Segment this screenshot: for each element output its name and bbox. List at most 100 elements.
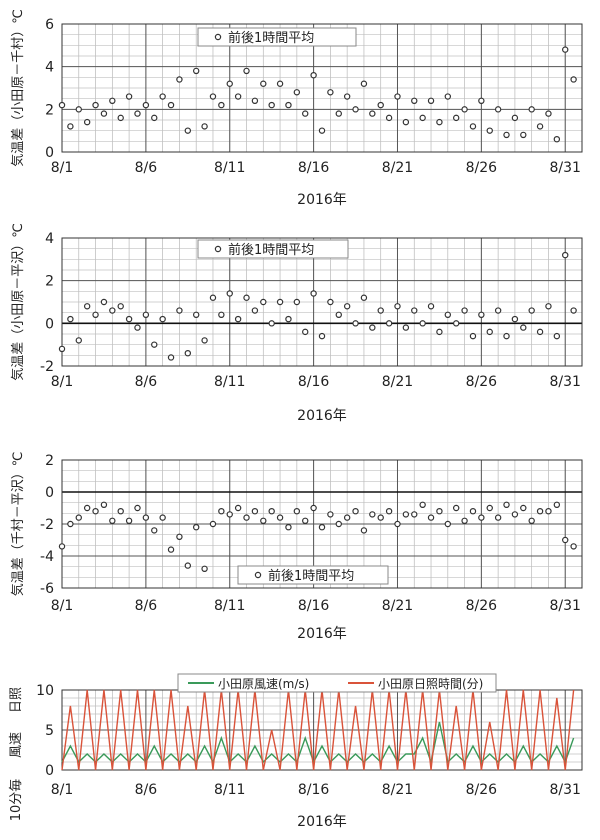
data-point [209,93,217,100]
data-point [167,546,175,553]
data-point [536,123,544,130]
data-point [302,328,309,336]
y-tick-label: 4 [45,231,54,247]
data-point [75,337,82,344]
data-point [520,131,527,139]
x-tick-label: 8/31 [549,598,580,614]
data-point [58,101,66,109]
data-point [570,543,577,550]
y-axis-label-part: 風速 [9,732,24,758]
y-tick-label: 2 [45,102,54,118]
x-tick-label: 8/6 [135,374,158,390]
data-point [201,123,208,130]
y-tick-label: 0 [45,145,54,161]
data-point [318,523,326,531]
y-tick-label: 5 [45,723,54,739]
data-point [411,97,418,105]
data-point [369,324,376,331]
x-tick-label: 8/26 [466,374,498,390]
data-point [117,303,124,310]
data-point [243,294,250,301]
series-line [61,689,575,771]
data-point [302,517,309,525]
data-point [117,507,124,515]
data-point [184,349,192,357]
x-tick-label: 8/1 [51,374,74,390]
data-point [226,511,233,518]
data-point [75,106,82,113]
data-point [142,514,150,521]
data-point [83,504,91,512]
data-point [369,511,376,518]
x-tick-label: 8/26 [466,160,498,176]
data-point [469,123,477,130]
data-point [142,101,150,109]
legend-label: 前後1時間平均 [268,568,354,584]
data-point [536,507,544,515]
data-point [343,303,351,310]
x-tick-label: 8/11 [214,782,245,798]
data-point [494,514,502,521]
x-tick-label: 8/16 [298,374,330,390]
data-point [394,303,401,310]
data-point [142,311,150,319]
data-point [385,507,393,515]
data-point [478,97,485,105]
data-point [83,118,91,126]
data-point [444,311,452,319]
x-tick-label: 8/26 [466,598,498,614]
data-point [562,46,569,53]
data-point [159,514,166,521]
y-tick-label: 0 [45,763,54,779]
y-tick-label: 10 [36,683,54,699]
data-point [218,101,225,109]
x-tick-label: 8/16 [298,598,330,614]
plot-frame [61,237,583,367]
data-point [436,118,443,126]
y-tick-label: 0 [45,316,54,332]
x-tick-label: 8/21 [382,160,413,176]
data-point [260,517,267,525]
data-point [402,511,410,518]
legend-label: 小田原日照時間(分) [378,677,483,691]
y-axis-label: 気温差（千村－平沢）℃ [10,452,26,597]
data-point [167,101,175,109]
data-point [461,106,468,113]
data-point [352,507,359,515]
data-point [243,67,250,75]
data-point [109,517,116,525]
data-point [503,131,510,139]
y-axis-label: 気温差（小田原－平沢）℃ [10,223,26,381]
data-point [494,307,502,314]
data-point [461,517,468,525]
data-point [251,507,259,515]
data-point [218,507,225,515]
x-tick-label: 8/1 [51,598,74,614]
data-point [427,514,435,521]
data-point [318,127,326,134]
data-point [461,307,468,314]
data-point [427,97,435,105]
legend-box [177,673,497,693]
data-point [268,101,275,109]
data-point [377,514,384,521]
data-point [234,93,242,100]
data-point [486,504,493,512]
data-point [545,110,552,117]
data-point [402,118,410,126]
x-tick-label: 8/6 [135,782,158,798]
chart-panel-4: 0 5 10 8/1 8/6 8/11 8/16 8/21 8/26 8/31 2016年 10分毎 風… [0,650,600,836]
data-point [285,101,292,109]
data-point [310,71,317,79]
data-point [134,324,141,331]
data-point [151,341,158,348]
data-point [360,294,368,301]
data-point [444,520,452,528]
data-point [528,517,535,525]
data-point [511,315,519,323]
chart-panel-1: 0 2 4 6 8/1 8/6 8/11 8/16 8/21 8/26 8/31 2016年 気温差（小… [0,0,600,212]
x-axis-label: 2016年 [297,626,347,642]
x-tick-label: 8/1 [51,782,74,798]
data-point [411,307,418,314]
data-point [528,106,535,113]
